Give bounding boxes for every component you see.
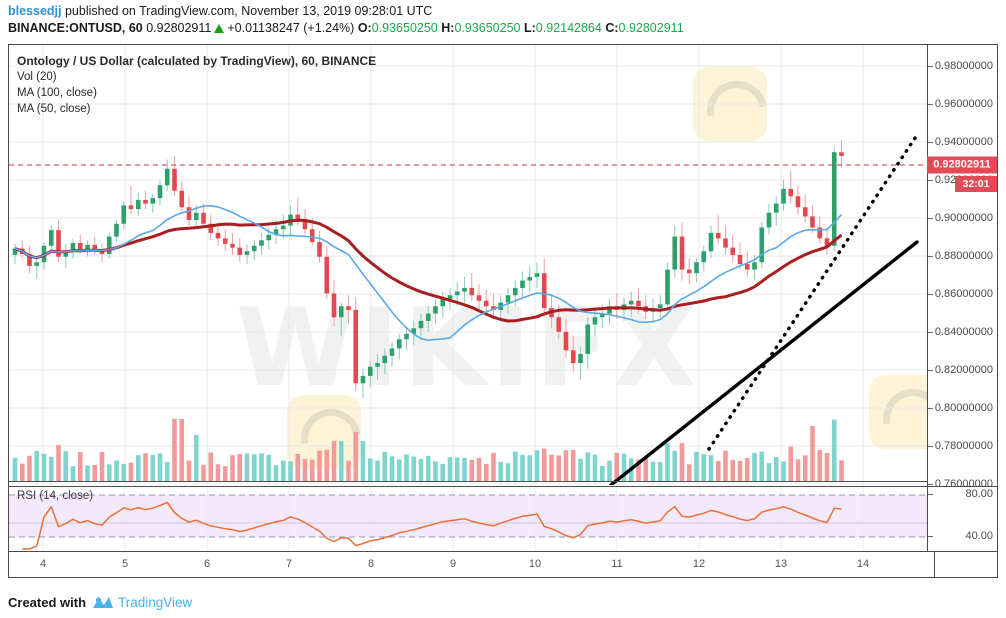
footer: Created with TradingView bbox=[8, 591, 192, 613]
price-tick bbox=[928, 446, 933, 447]
time-label: 8 bbox=[367, 558, 375, 570]
rsi-legend-label[interactable]: RSI (14, close) bbox=[17, 490, 94, 502]
close-value: 0.92802911 bbox=[618, 21, 684, 35]
time-label: 4 bbox=[39, 558, 47, 570]
rsi-tick bbox=[928, 494, 933, 495]
candlestick-series[interactable] bbox=[12, 140, 844, 398]
rsi-band bbox=[9, 495, 927, 537]
chart-frame[interactable]: WIKIFX bbox=[8, 44, 998, 552]
price-label: 0.88000000 bbox=[934, 250, 993, 262]
time-label: 12 bbox=[692, 558, 706, 570]
rsi-grid-vertical bbox=[42, 487, 864, 551]
legend-volume[interactable]: Vol (20) bbox=[17, 71, 57, 83]
volume-histogram bbox=[12, 419, 844, 481]
time-label: 10 bbox=[528, 558, 542, 570]
price-label: 0.82000000 bbox=[934, 364, 993, 376]
price-scale[interactable]: 0.98000000 0.96000000 0.94000000 0.92000… bbox=[927, 45, 997, 551]
low-key: L: bbox=[523, 21, 536, 35]
rsi-tick bbox=[928, 536, 933, 537]
chart-legend: Ontology / US Dollar (calculated by Trad… bbox=[17, 53, 376, 117]
price-label: 0.80000000 bbox=[934, 402, 993, 414]
last-price: 0.92802911 bbox=[146, 21, 212, 35]
rsi-label: 40.00 bbox=[965, 530, 993, 542]
chart-header: blessedjj published on TradingView.com, … bbox=[0, 0, 1006, 38]
price-tick bbox=[928, 66, 933, 67]
grid-horizontal bbox=[9, 65, 927, 485]
price-tick bbox=[928, 408, 933, 409]
time-axis[interactable]: 4 5 6 7 8 9 10 11 12 13 14 bbox=[8, 552, 998, 578]
rsi-line bbox=[22, 501, 842, 550]
author-name[interactable]: blessedjj bbox=[8, 4, 62, 18]
open-key: O: bbox=[357, 21, 372, 35]
high-value: 0.93650250 bbox=[454, 21, 521, 35]
price-label: 0.96000000 bbox=[934, 98, 993, 110]
trendline-solid[interactable] bbox=[609, 240, 919, 485]
legend-ma100[interactable]: MA (100, close) bbox=[17, 87, 97, 99]
quote-line: BINANCE:ONTUSD, 60 0.92802911 +0.01138247… bbox=[8, 20, 1006, 37]
plot-area[interactable]: WIKIFX bbox=[9, 45, 927, 551]
rsi-label: 80.00 bbox=[965, 488, 993, 500]
countdown-badge: 32:01 bbox=[955, 176, 997, 192]
publish-info: blessedjj published on TradingView.com, … bbox=[8, 3, 1006, 20]
ma100-line bbox=[14, 218, 843, 323]
footer-created-with: Created with bbox=[8, 594, 87, 610]
price-tick bbox=[928, 256, 933, 257]
time-label: 5 bbox=[121, 558, 129, 570]
price-tick bbox=[928, 180, 933, 181]
symbol-label[interactable]: BINANCE:ONTUSD, 60 bbox=[8, 21, 143, 35]
trendline-dotted[interactable] bbox=[707, 133, 919, 451]
time-label: 7 bbox=[285, 558, 293, 570]
triangle-up-icon bbox=[214, 24, 225, 33]
time-label: 9 bbox=[449, 558, 457, 570]
price-tick bbox=[928, 294, 933, 295]
tradingview-logo-icon bbox=[92, 595, 114, 610]
change-abs: +0.01138247 bbox=[227, 21, 300, 35]
price-pane[interactable] bbox=[9, 45, 927, 485]
price-label: 0.84000000 bbox=[934, 326, 993, 338]
legend-title: Ontology / US Dollar (calculated by Trad… bbox=[17, 54, 377, 68]
volume-baseline bbox=[9, 481, 927, 482]
grid-vertical bbox=[42, 45, 864, 485]
price-label: 0.98000000 bbox=[934, 60, 993, 72]
ma50-line bbox=[14, 205, 843, 342]
price-label: 0.94000000 bbox=[934, 136, 993, 148]
price-tick bbox=[928, 484, 933, 485]
open-value: 0.93650250 bbox=[371, 21, 438, 35]
time-label: 11 bbox=[611, 558, 623, 570]
price-tick bbox=[928, 332, 933, 333]
time-label: 14 bbox=[856, 558, 870, 570]
high-key: H: bbox=[441, 21, 455, 35]
price-tick bbox=[928, 142, 933, 143]
legend-ma50[interactable]: MA (50, close) bbox=[17, 103, 91, 115]
price-label: 0.76000000 bbox=[934, 478, 993, 490]
time-axis-divider bbox=[934, 552, 935, 578]
current-price-badge[interactable]: 0.92802911 bbox=[927, 156, 997, 174]
price-tick bbox=[928, 218, 933, 219]
price-tick bbox=[928, 104, 933, 105]
time-label: 13 bbox=[774, 558, 788, 570]
scale-divider bbox=[928, 486, 997, 487]
rsi-pane[interactable]: RSI (14, close) bbox=[9, 486, 927, 551]
price-label: 0.86000000 bbox=[934, 288, 993, 300]
price-tick bbox=[928, 370, 933, 371]
footer-brand[interactable]: TradingView bbox=[118, 594, 193, 610]
low-value: 0.92142864 bbox=[535, 21, 602, 35]
publish-text: published on TradingView.com, November 1… bbox=[61, 4, 433, 18]
price-label: 0.90000000 bbox=[934, 212, 993, 224]
price-label: 0.78000000 bbox=[934, 440, 993, 452]
time-label: 6 bbox=[203, 558, 211, 570]
change-pct: (+1.24%) bbox=[303, 21, 355, 35]
close-key: C: bbox=[605, 21, 619, 35]
